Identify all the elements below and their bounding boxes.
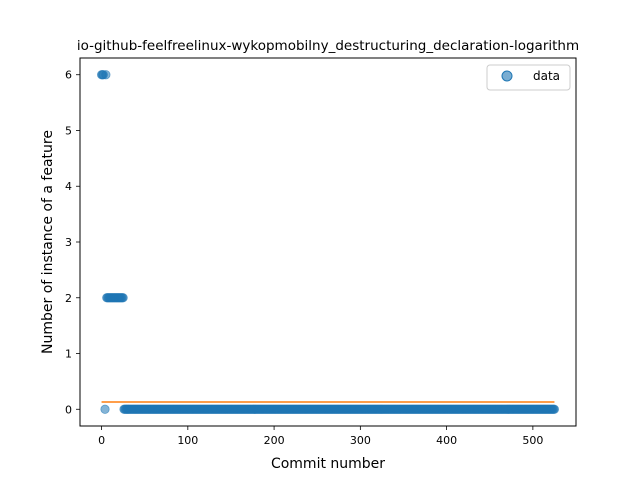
x-axis-label: Commit number: [271, 456, 385, 472]
x-tick-label: 0: [98, 434, 105, 447]
y-tick-label: 3: [65, 236, 72, 249]
x-axis: 0 100 200 300 400 500: [98, 426, 543, 447]
legend-marker-data: [501, 70, 513, 82]
y-tick-label: 6: [65, 69, 72, 82]
data-point: [101, 70, 111, 80]
x-tick-label: 300: [350, 434, 371, 447]
data-point: [549, 404, 560, 414]
y-tick-label: 2: [65, 292, 72, 305]
data-point: [100, 404, 110, 414]
x-tick-label: 400: [436, 434, 457, 447]
plot-area: [96, 70, 560, 414]
y-tick-label: 5: [65, 124, 72, 137]
legend-label-data: data: [533, 69, 560, 83]
y-axis-label: Number of instance of a feature: [40, 130, 56, 354]
x-tick-label: 200: [264, 434, 285, 447]
data-point: [118, 293, 128, 303]
y-tick-label: 0: [65, 403, 72, 416]
x-tick-label: 500: [522, 434, 543, 447]
x-tick-label: 100: [177, 434, 198, 447]
y-tick-label: 1: [65, 348, 72, 361]
chart-title: io-github-feelfreelinux-wykopmobilny_des…: [77, 38, 579, 54]
y-tick-label: 4: [65, 180, 72, 193]
legend: data: [486, 64, 571, 91]
y-axis: 0 1 2 3 4 5 6: [65, 69, 80, 416]
